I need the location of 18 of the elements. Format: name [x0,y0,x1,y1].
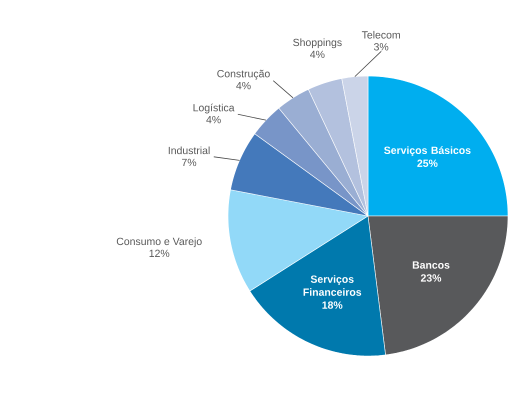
data-label: 4% [206,116,221,124]
slice-label: Telecom [362,30,400,39]
data-label: 12% [150,250,170,258]
data-label: 4% [310,50,325,58]
data-label: 25% [417,160,438,167]
slice-label: Bancos [412,261,450,269]
slice-label: Industrial [168,146,210,154]
data-label: 18% [322,301,342,309]
slice-label: Logística [194,104,235,114]
slice-label: Shoppings [293,38,342,48]
slice-label: Construção [217,70,270,80]
slice-label: Serviços Financeiros [304,275,362,296]
data-label: 4% [236,82,251,90]
data-label: 23% [420,274,442,282]
slice-label: Consumo e Varejo [116,237,202,248]
slice-label: Serviços Básicos [384,146,471,156]
data-label: 3% [374,43,388,51]
data-label: 7% [182,158,196,166]
